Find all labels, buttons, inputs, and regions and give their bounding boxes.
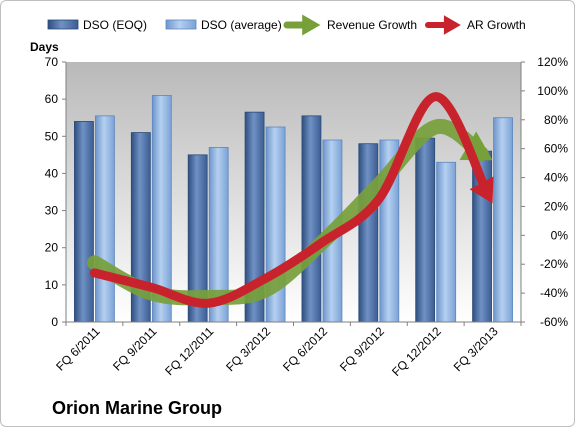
bar-dso-average xyxy=(436,161,457,323)
bar-dso-eoq xyxy=(415,137,436,323)
x-tick-label: FQ 6/2011 xyxy=(53,324,103,374)
right-tick-label: 60% xyxy=(544,142,568,156)
x-tick-label: FQ 12/2012 xyxy=(389,324,444,379)
right-tick-label: 120% xyxy=(537,55,568,69)
legend-label-ar-growth: AR Growth xyxy=(467,18,526,32)
right-tick-label: 40% xyxy=(544,171,568,185)
x-tick-label: FQ 3/2013 xyxy=(451,324,501,374)
y-axis-title: Days xyxy=(30,40,59,54)
left-tick-label: 30 xyxy=(45,204,59,218)
legend-label-dso-average: DSO (average) xyxy=(201,18,282,32)
left-tick-label: 20 xyxy=(45,241,59,255)
right-tick-label: 0% xyxy=(551,228,569,242)
right-tick-label: -20% xyxy=(540,257,568,271)
left-tick-label: 40 xyxy=(45,166,59,180)
ar-growth-arrowhead xyxy=(469,176,494,204)
right-tick-label: 100% xyxy=(537,84,568,98)
left-tick-label: 60 xyxy=(45,92,59,106)
ar-growth-line xyxy=(89,92,492,308)
bar-dso-eoq xyxy=(74,121,94,323)
x-tick-label: FQ 9/2012 xyxy=(337,324,387,374)
legend-swatch-dso-eoq xyxy=(47,19,79,30)
left-tick-label: 70 xyxy=(45,55,59,69)
x-tick-label: FQ 12/2011 xyxy=(162,324,216,378)
x-tick-label: FQ 6/2012 xyxy=(280,324,330,374)
left-tick-label: 10 xyxy=(45,278,59,292)
right-tick-label: 80% xyxy=(544,113,568,127)
company-name: Orion Marine Group xyxy=(52,398,223,418)
legend-swatch-dso-average xyxy=(165,19,197,30)
legend-arrowhead-revenue-growth xyxy=(302,14,321,36)
right-tick-label: 20% xyxy=(544,199,568,213)
legend-arrowhead-ar-growth xyxy=(443,15,461,35)
left-tick-label: 50 xyxy=(45,129,59,143)
legend-label-dso-eoq: DSO (EOQ) xyxy=(83,18,147,32)
bar-dso-eoq xyxy=(358,143,379,323)
bar-dso-eoq xyxy=(301,115,322,323)
x-tick-label: FQ 3/2012 xyxy=(223,324,273,374)
x-tick-label: FQ 9/2011 xyxy=(110,324,160,374)
bar-dso-average xyxy=(95,115,115,323)
right-tick-label: -60% xyxy=(540,315,568,329)
bar-dso-average xyxy=(493,117,513,323)
left-tick-label: 0 xyxy=(51,315,58,329)
right-tick-label: -40% xyxy=(540,286,568,300)
legend-label-revenue-growth: Revenue Growth xyxy=(327,18,417,32)
